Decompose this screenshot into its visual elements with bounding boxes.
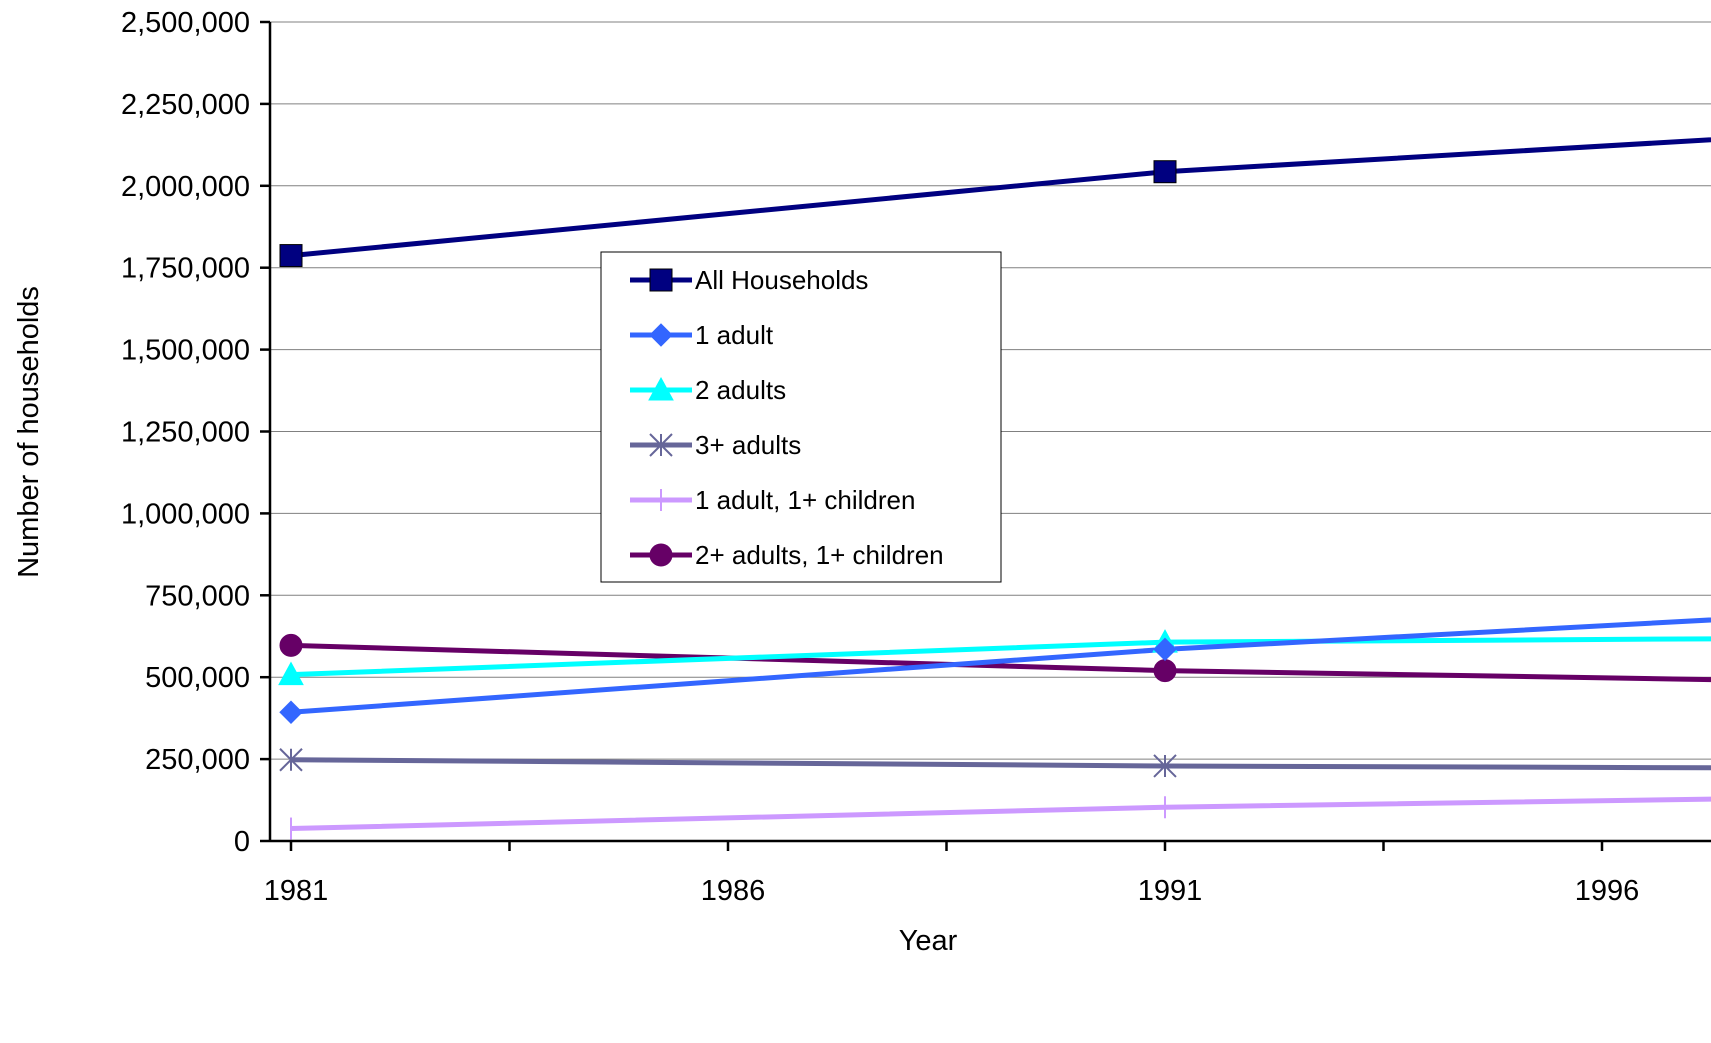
data-point [649, 268, 673, 292]
data-point [1153, 637, 1177, 662]
x-tick-label: 1996 [1575, 875, 1640, 907]
legend: All Households 1 adult 2 adults 3+ adults 1 … [600, 251, 1002, 583]
legend-label: All Households [695, 265, 868, 295]
x-tick-label: 1986 [701, 875, 766, 907]
legend-box [600, 251, 1002, 583]
y-axis-ticks: 0 250,000 500,000 750,000 1,000,000 1,250,000… [121, 7, 270, 858]
legend-label: 1 adult [695, 320, 774, 350]
legend-label: 2 adults [695, 375, 786, 405]
series-line [290, 757, 1711, 771]
y-tick-label: 250,000 [145, 744, 250, 776]
y-tick-label: 0 [234, 826, 250, 858]
data-point [1153, 659, 1177, 683]
series-markers [278, 160, 1178, 840]
x-tick-label: 1981 [264, 875, 329, 907]
y-tick-label: 1,750,000 [121, 253, 250, 285]
data-point [279, 633, 303, 657]
legend-label: 3+ adults [695, 430, 801, 460]
x-tick-label: 1991 [1138, 875, 1203, 907]
data-point [279, 700, 303, 724]
y-axis-title: Number of households [13, 286, 45, 578]
y-tick-label: 2,250,000 [121, 89, 250, 121]
y-tick-label: 1,250,000 [121, 417, 250, 449]
x-axis-title: Year [899, 925, 958, 957]
y-tick-label: 1,000,000 [121, 498, 250, 530]
data-point [649, 433, 673, 457]
y-tick-label: 500,000 [145, 662, 250, 694]
data-point [1153, 754, 1177, 778]
y-tick-label: 2,000,000 [121, 171, 250, 203]
data-point [278, 661, 304, 686]
y-tick-label: 2,500,000 [121, 7, 250, 39]
x-axis-ticks: 198119861991199620012006 [264, 841, 1640, 907]
y-tick-label: 1,500,000 [121, 335, 250, 367]
data-point [279, 244, 303, 268]
data-point [649, 323, 673, 347]
data-point [1153, 160, 1177, 184]
data-point [648, 376, 674, 401]
legend-label: 1 adult, 1+ children [695, 485, 915, 515]
data-point [649, 543, 673, 567]
data-point [279, 748, 303, 772]
y-tick-label: 750,000 [145, 580, 250, 612]
legend-label: 2+ adults, 1+ children [695, 540, 944, 570]
series-line [290, 796, 1711, 832]
series-line [290, 137, 1711, 259]
